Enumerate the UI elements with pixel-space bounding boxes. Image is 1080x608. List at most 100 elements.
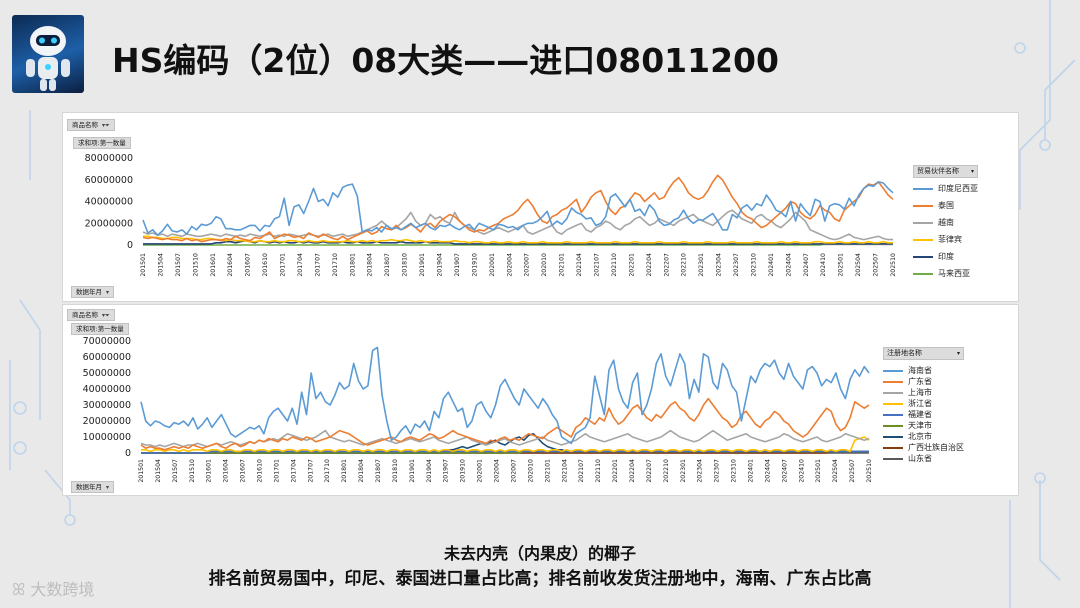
x-tick-label: 202504 [855,253,862,277]
y-tick-label: 50000000 [83,368,131,379]
legend-swatch [883,424,903,427]
y-tick-label: 40000000 [85,197,133,208]
y-tick-label: 20000000 [85,218,133,229]
x-tick-label: 202204 [646,253,653,277]
x-tick-label: 202101 [559,253,566,277]
x-tick-label: 202304 [697,459,704,483]
value-field-label: 求和项:第一数量 [71,323,129,335]
axis-field-button[interactable]: 数据年月 ▾ [71,286,115,298]
x-tick-label: 202204 [629,459,636,483]
x-tick-label: 201501 [138,459,145,483]
legend-label: 广东省 [908,377,932,386]
series-line [142,174,894,243]
legend-label: 广西壮族自治区 [908,443,964,452]
legend-trade-partner: 贸易伙伴名称 ▾ 印度尼西亚泰国越南菲律宾印度马来西亚 [913,165,978,285]
x-tick-label: 202301 [680,459,687,483]
caption-summary: 排名前贸易国中，印尼、泰国进口量占比高；排名前收发货注册地中，海南、广东占比高 [208,569,872,589]
robot-icon [26,26,70,91]
x-tick-label: 201904 [426,459,433,483]
y-tick-label: 30000000 [83,400,131,411]
filter-funnel-icon: ▾⏷ [102,122,110,129]
x-tick-label: 202410 [820,253,827,277]
legend-item[interactable]: 山东省 [883,453,964,464]
legend-item[interactable]: 广东省 [883,376,964,387]
legend-label: 上海市 [908,388,932,397]
legend-filter-button[interactable]: 注册地名称 ▾ [883,347,964,360]
x-tick-label: 201701 [280,253,287,277]
series-line [143,243,893,246]
x-tick-label: 201501 [140,253,147,277]
y-tick-label: 60000000 [83,352,131,363]
legend-swatch [913,221,933,224]
watermark-text: 大数跨境 [30,580,95,599]
filter-button-commodity[interactable]: 商品名称 ▾⏷ [67,309,115,321]
y-tick-label: 60000000 [85,175,133,186]
x-tick-label: 201810 [392,459,399,483]
x-tick-label: 201807 [375,459,382,483]
series-line [141,436,870,453]
x-tick-label: 201907 [443,459,450,483]
legend-label: 泰国 [938,201,954,210]
x-tick-label: 201507 [175,253,182,277]
legend-item[interactable]: 泰国 [913,200,978,211]
legend-item[interactable]: 广西壮族自治区 [883,442,964,453]
legend-item[interactable]: 菲律宾 [913,234,978,245]
series-line [142,209,893,241]
x-tick-label: 202110 [611,253,618,277]
x-tick-label: 202007 [524,253,531,277]
legend-item[interactable]: 浙江省 [883,398,964,409]
weibo-icon: ꕤ [12,580,26,599]
axis-field-label: 数据年月 [76,483,102,491]
x-tick-label: 202501 [815,459,822,483]
legend-filter-button[interactable]: 贸易伙伴名称 ▾ [913,165,978,178]
x-tick-label: 201507 [172,459,179,483]
legend-swatch [883,457,903,460]
x-tick-label: 202004 [506,253,513,277]
x-tick-label: 201907 [454,253,461,277]
x-tick-label: 202404 [764,459,771,483]
legend-swatch [883,446,903,449]
series-line [143,235,893,244]
legend-item[interactable]: 马来西亚 [913,268,978,279]
legend-item[interactable]: 印度 [913,251,978,262]
axis-field-button[interactable]: 数据年月 ▾ [71,481,115,493]
x-tick-label: 202107 [593,253,600,277]
legend-swatch [883,402,903,405]
series-line [140,397,870,451]
legend-item[interactable]: 天津市 [883,420,964,431]
legend-item[interactable]: 海南省 [883,365,964,376]
chevron-down-icon: ▾ [956,350,960,357]
x-tick-label: 201801 [341,459,348,483]
watermark: ꕤ 大数跨境 [12,576,94,600]
legend-item[interactable]: 越南 [913,217,978,228]
x-tick-label: 202407 [803,253,810,277]
x-tick-label: 202407 [781,459,788,483]
legend-item[interactable]: 上海市 [883,387,964,398]
chart-panel-registration: 70000000 60000000 50000000 40000000 30000000… [62,304,1019,496]
x-tick-label: 202301 [698,253,705,277]
x-tick-label: 201804 [367,253,374,277]
x-tick-label: 201704 [297,253,304,277]
x-tick-label: 201504 [157,253,164,277]
x-tick-label: 202004 [494,459,501,483]
x-tick-label: 202310 [731,459,738,483]
x-tick-label: 202104 [576,253,583,277]
x-tick-label: 202201 [612,459,619,483]
legend-item[interactable]: 福建省 [883,409,964,420]
series-line [142,181,894,236]
filter-button-commodity[interactable]: 商品名称 ▾⏷ [67,119,115,131]
filter-funnel-icon: ▾⏷ [102,312,110,319]
x-tick-label: 202304 [716,253,723,277]
filter-label: 商品名称 [72,311,98,319]
line-chart-registration: 70000000 60000000 50000000 40000000 30000000… [83,336,873,483]
legend-item[interactable]: 印度尼西亚 [913,183,978,194]
y-tick-label: 70000000 [83,336,131,347]
x-tick-label: 202207 [663,253,670,277]
x-tick-label: 202310 [750,253,757,277]
x-tick-label: 201801 [349,253,356,277]
legend-swatch [913,187,933,190]
y-tick-label: 10000000 [83,432,131,443]
x-tick-label: 201510 [189,459,196,483]
x-tick-label: 202507 [849,459,856,483]
legend-item[interactable]: 北京市 [883,431,964,442]
